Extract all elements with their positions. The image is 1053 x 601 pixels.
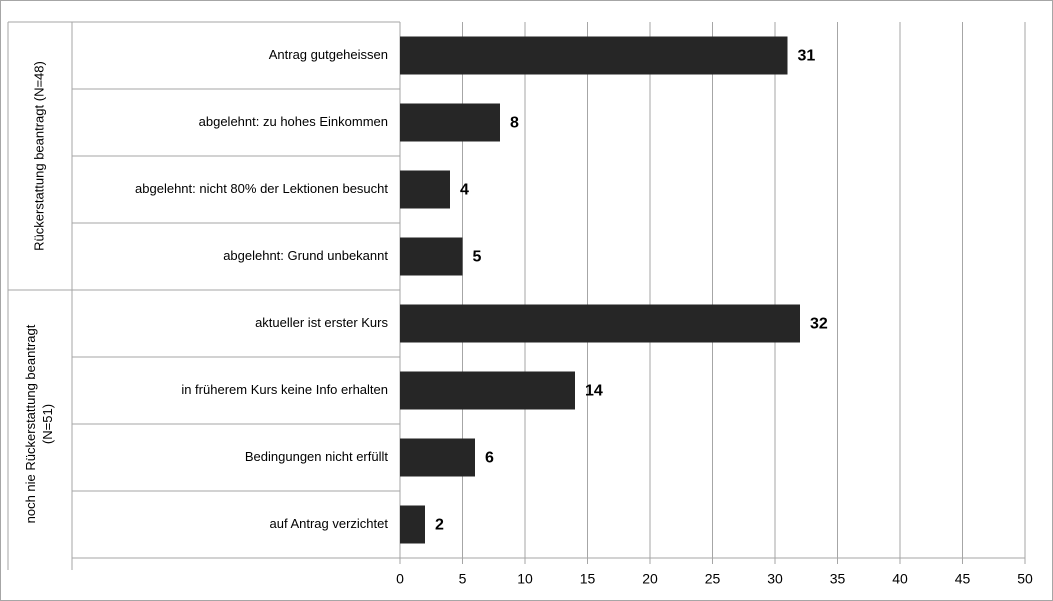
x-tick-label: 10 [517,571,533,587]
category-label: auf Antrag verzichtet [269,516,388,531]
x-tick-label: 20 [642,571,658,587]
x-tick-label: 0 [396,571,404,587]
value-label: 8 [510,115,519,132]
category-label: in früherem Kurs keine Info erhalten [181,382,388,397]
value-label: 6 [485,450,494,467]
bar [400,170,450,209]
bar [400,438,475,477]
category-label: abgelehnt: Grund unbekannt [223,248,388,263]
category-label: abgelehnt: zu hohes Einkommen [199,114,388,129]
value-label: 14 [585,383,603,400]
x-tick-label: 35 [830,571,846,587]
x-tick-label: 15 [580,571,596,587]
category-label: Antrag gutgeheissen [269,47,388,62]
value-label: 4 [460,182,469,199]
x-tick-label: 40 [892,571,908,587]
x-tick-label: 5 [459,571,467,587]
bar [400,371,575,410]
bar [400,505,425,544]
group-label: (N=51) [40,404,55,444]
x-tick-label: 45 [955,571,971,587]
value-label: 5 [473,249,482,266]
bar [400,237,463,276]
bar [400,103,500,142]
category-label: abgelehnt: nicht 80% der Lektionen besuc… [135,181,388,196]
group-label: noch nie Rückerstattung beantragt [23,324,38,523]
bar [400,36,788,75]
category-label: Bedingungen nicht erfüllt [245,449,388,464]
value-label: 31 [798,48,816,65]
bar [400,304,800,343]
group-label: Rückerstattung beantragt (N=48) [31,61,46,251]
x-tick-label: 30 [767,571,783,587]
value-label: 32 [810,316,828,333]
value-label: 2 [435,517,444,534]
x-tick-label: 25 [705,571,721,587]
category-label: aktueller ist erster Kurs [255,315,388,330]
x-tick-label: 50 [1017,571,1033,587]
